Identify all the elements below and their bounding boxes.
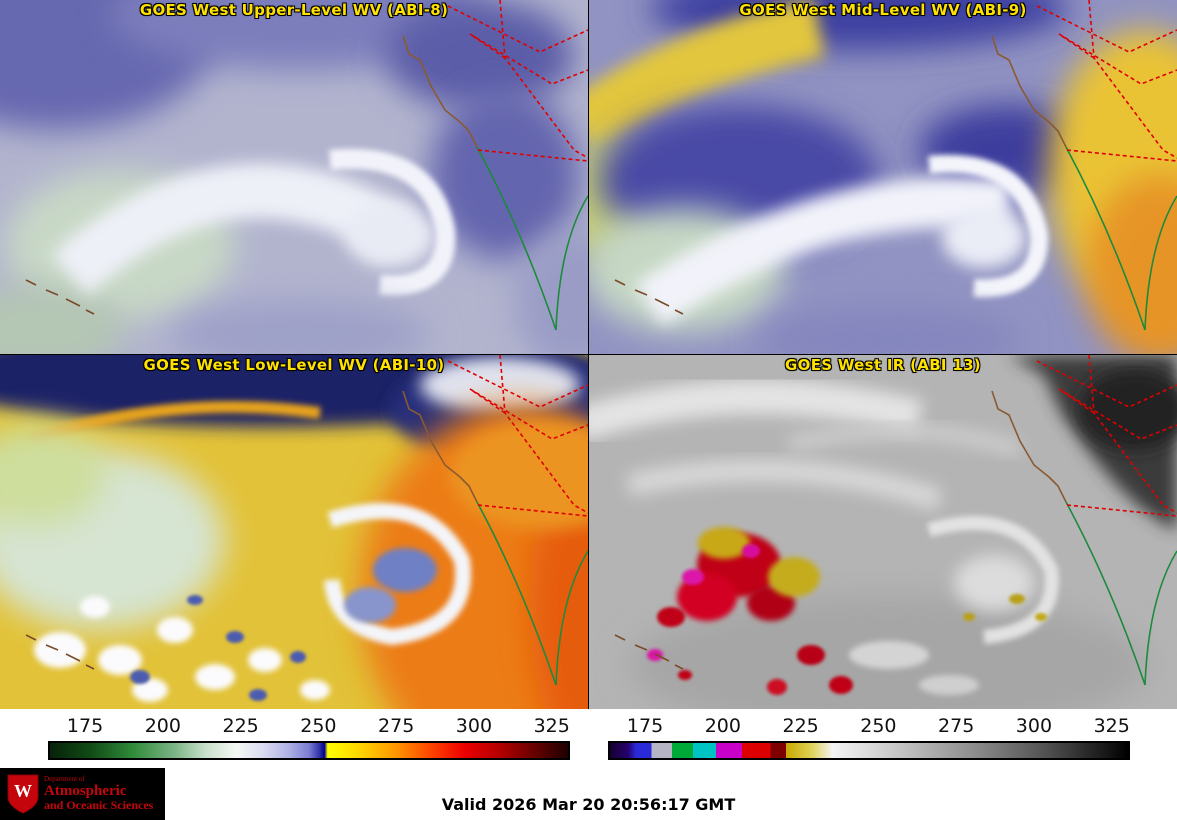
- ir-tick-label: 225: [782, 715, 819, 737]
- panel-low-level-wv: GOES West Low-Level WV (ABI-10): [0, 355, 588, 709]
- ir-tick-label: 175: [626, 715, 664, 737]
- panel-title-abi8: GOES West Upper-Level WV (ABI-8): [139, 1, 449, 19]
- logo-atmospheric: Atmospheric: [44, 782, 127, 799]
- valid-timestamp: Valid 2026 Mar 20 20:56:17 GMT: [441, 795, 736, 814]
- ir-tick-label: 250: [860, 715, 897, 737]
- ir-tick-label: 325: [1093, 715, 1130, 737]
- ir-tick-label: 200: [704, 715, 741, 737]
- map-boundaries-overlay: [614, 0, 1177, 331]
- uw-crest-icon: W: [7, 774, 39, 814]
- imagery-abi13: [589, 355, 1177, 709]
- imagery-abi8: [0, 0, 588, 354]
- map-boundaries-overlay: [25, 0, 588, 331]
- uw-aos-logo: W Department of Atmospheric and Oceanic …: [0, 768, 165, 820]
- wv-colorbar: 175 200 225 250 275 300 325: [48, 713, 570, 765]
- footer: W Department of Atmospheric and Oceanic …: [0, 768, 1177, 820]
- ir-tick-label: 275: [938, 715, 975, 737]
- ir-colorbar-ticks: 175 200 225 250 275 300 325: [608, 713, 1130, 739]
- colorbar-row: 175 200 225 250 275 300 325 175 200 225 …: [0, 709, 1177, 768]
- wv-tick-label: 250: [300, 715, 337, 737]
- ir-colorbar: 175 200 225 250 275 300 325: [608, 713, 1130, 765]
- wv-tick-label: 175: [66, 715, 104, 737]
- logo-department-of: Department of: [44, 775, 85, 784]
- wv-colorbar-ticks: 175 200 225 250 275 300 325: [48, 713, 570, 739]
- crest-letter: W: [14, 781, 32, 801]
- wv-tick-label: 275: [378, 715, 415, 737]
- map-boundaries-overlay: [614, 355, 1177, 686]
- logo-oceanic-sciences: and Oceanic Sciences: [44, 798, 154, 813]
- imagery-abi10: [0, 355, 588, 709]
- wv-tick-label: 200: [144, 715, 181, 737]
- wv-tick-label: 300: [455, 715, 493, 737]
- panel-grid: GOES West Upper-Level WV (ABI-8): [0, 0, 1177, 709]
- map-boundaries-overlay: [25, 355, 588, 686]
- panel-ir: GOES West IR (ABI 13): [589, 355, 1177, 709]
- panel-title-abi13: GOES West IR (ABI 13): [785, 356, 981, 374]
- imagery-abi9: [589, 0, 1177, 354]
- ir-colorbar-gradient: [608, 741, 1130, 760]
- panel-title-abi9: GOES West Mid-Level WV (ABI-9): [739, 1, 1027, 19]
- logo-text: Department of Atmospheric and Oceanic Sc…: [44, 775, 154, 813]
- panel-mid-level-wv: GOES West Mid-Level WV (ABI-9): [589, 0, 1177, 354]
- panel-upper-level-wv: GOES West Upper-Level WV (ABI-8): [0, 0, 588, 354]
- wv-tick-label: 225: [222, 715, 259, 737]
- panel-title-abi10: GOES West Low-Level WV (ABI-10): [143, 356, 445, 374]
- ir-tick-label: 300: [1015, 715, 1053, 737]
- wv-colorbar-gradient: [48, 741, 570, 760]
- wv-tick-label: 325: [533, 715, 570, 737]
